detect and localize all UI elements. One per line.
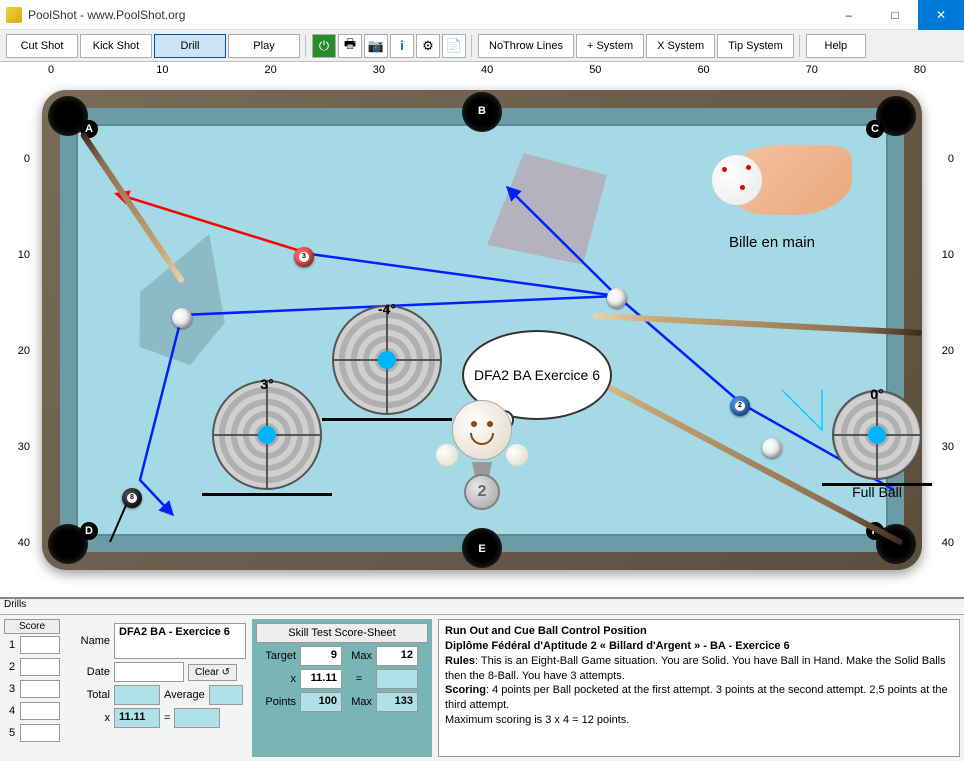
ball-8[interactable]: 8	[122, 488, 142, 508]
window-controls: – □ ✕	[826, 0, 964, 30]
ball-in-hand: Bille en main	[692, 145, 852, 235]
cue-ball-2[interactable]	[762, 438, 782, 458]
document-icon[interactable]: 📄	[442, 34, 466, 58]
x-field: 11.11	[114, 708, 160, 728]
table-view[interactable]: 0 10 20 30 40 50 60 70 80 0 10 20 30 40 …	[0, 62, 964, 597]
bottom-panel: Drills Score 1 2 3 4 5 NameDFA2 BA - Exe…	[0, 597, 964, 761]
points-field: 100	[300, 692, 342, 712]
aim-disc-2[interactable]: -4°	[332, 305, 442, 415]
pocket-label-e: E	[473, 540, 491, 558]
close-button[interactable]: ✕	[918, 0, 964, 30]
cue-ball-1[interactable]	[172, 308, 192, 328]
aim-disc-3[interactable]: 0° Full Ball	[832, 390, 922, 480]
maximize-button[interactable]: □	[872, 0, 918, 30]
description: Run Out and Cue Ball Control Position Di…	[438, 619, 960, 757]
test-eq-field	[376, 669, 418, 689]
score-header: Score	[4, 619, 60, 634]
ball-2[interactable]: 2	[730, 396, 750, 416]
power-icon[interactable]: ⏻	[312, 34, 336, 58]
ruler-right: 0 10 20 30 40	[930, 82, 958, 587]
tipsys-button[interactable]: Tip System	[717, 34, 794, 58]
avg-field	[209, 685, 243, 705]
total-field	[114, 685, 160, 705]
ruler-left: 0 10 20 30 40	[6, 82, 34, 587]
score-input-2[interactable]	[20, 658, 60, 676]
help-button[interactable]: Help	[806, 34, 866, 58]
drills-tab[interactable]: Drills	[0, 599, 964, 615]
minimize-button[interactable]: –	[826, 0, 872, 30]
score-column: Score 1 2 3 4 5	[4, 619, 60, 757]
pocket-label-d: D	[80, 522, 98, 540]
score-input-5[interactable]	[20, 724, 60, 742]
print-icon[interactable]: 🖶	[338, 34, 362, 58]
kickshot-button[interactable]: Kick Shot	[80, 34, 152, 58]
eq-field	[174, 708, 220, 728]
score-input-3[interactable]	[20, 680, 60, 698]
camera-icon[interactable]: 📷	[364, 34, 388, 58]
titlebar: PoolShot - www.PoolShot.org – □ ✕	[0, 0, 964, 30]
pool-table[interactable]: A B C D E F 3° -4° 0° Full Ball 3 2 8 DF…	[42, 90, 922, 570]
nothrow-button[interactable]: NoThrow Lines	[478, 34, 574, 58]
test-x-field: 11.11	[300, 669, 342, 689]
aim-disc-1[interactable]: 3°	[212, 380, 322, 490]
toolbar: Cut Shot Kick Shot Drill Play ⏻ 🖶 📷 i ⚙ …	[0, 30, 964, 62]
app-icon	[6, 7, 22, 23]
info-icon[interactable]: i	[390, 34, 414, 58]
meta-column: NameDFA2 BA - Exercice 6 DateClear ↺ Tot…	[66, 619, 246, 757]
cue-ball-3[interactable]	[607, 288, 627, 308]
target-max-field: 12	[376, 646, 418, 666]
cutshot-button[interactable]: Cut Shot	[6, 34, 78, 58]
play-button[interactable]: Play	[228, 34, 300, 58]
date-field[interactable]	[114, 662, 184, 682]
score-input-4[interactable]	[20, 702, 60, 720]
points-max-field: 133	[376, 692, 418, 712]
scoresheet-button[interactable]: Skill Test Score-Sheet	[256, 623, 428, 643]
plussys-button[interactable]: + System	[576, 34, 644, 58]
drill-button[interactable]: Drill	[154, 34, 226, 58]
name-field[interactable]: DFA2 BA - Exercice 6	[114, 623, 246, 659]
pocket-label-b: B	[473, 102, 491, 120]
target-field[interactable]: 9	[300, 646, 342, 666]
pocket-label-c: C	[866, 120, 884, 138]
window-title: PoolShot - www.PoolShot.org	[28, 8, 826, 22]
mascot: 2	[442, 400, 522, 510]
clear-button[interactable]: Clear ↺	[188, 664, 237, 681]
ruler-top: 0 10 20 30 40 50 60 70 80	[48, 64, 950, 80]
xsys-button[interactable]: X System	[646, 34, 715, 58]
score-input-1[interactable]	[20, 636, 60, 654]
gear-icon[interactable]: ⚙	[416, 34, 440, 58]
ball-3[interactable]: 3	[294, 247, 314, 267]
skilltest-column: Skill Test Score-Sheet Target9Max12 x11.…	[252, 619, 432, 757]
